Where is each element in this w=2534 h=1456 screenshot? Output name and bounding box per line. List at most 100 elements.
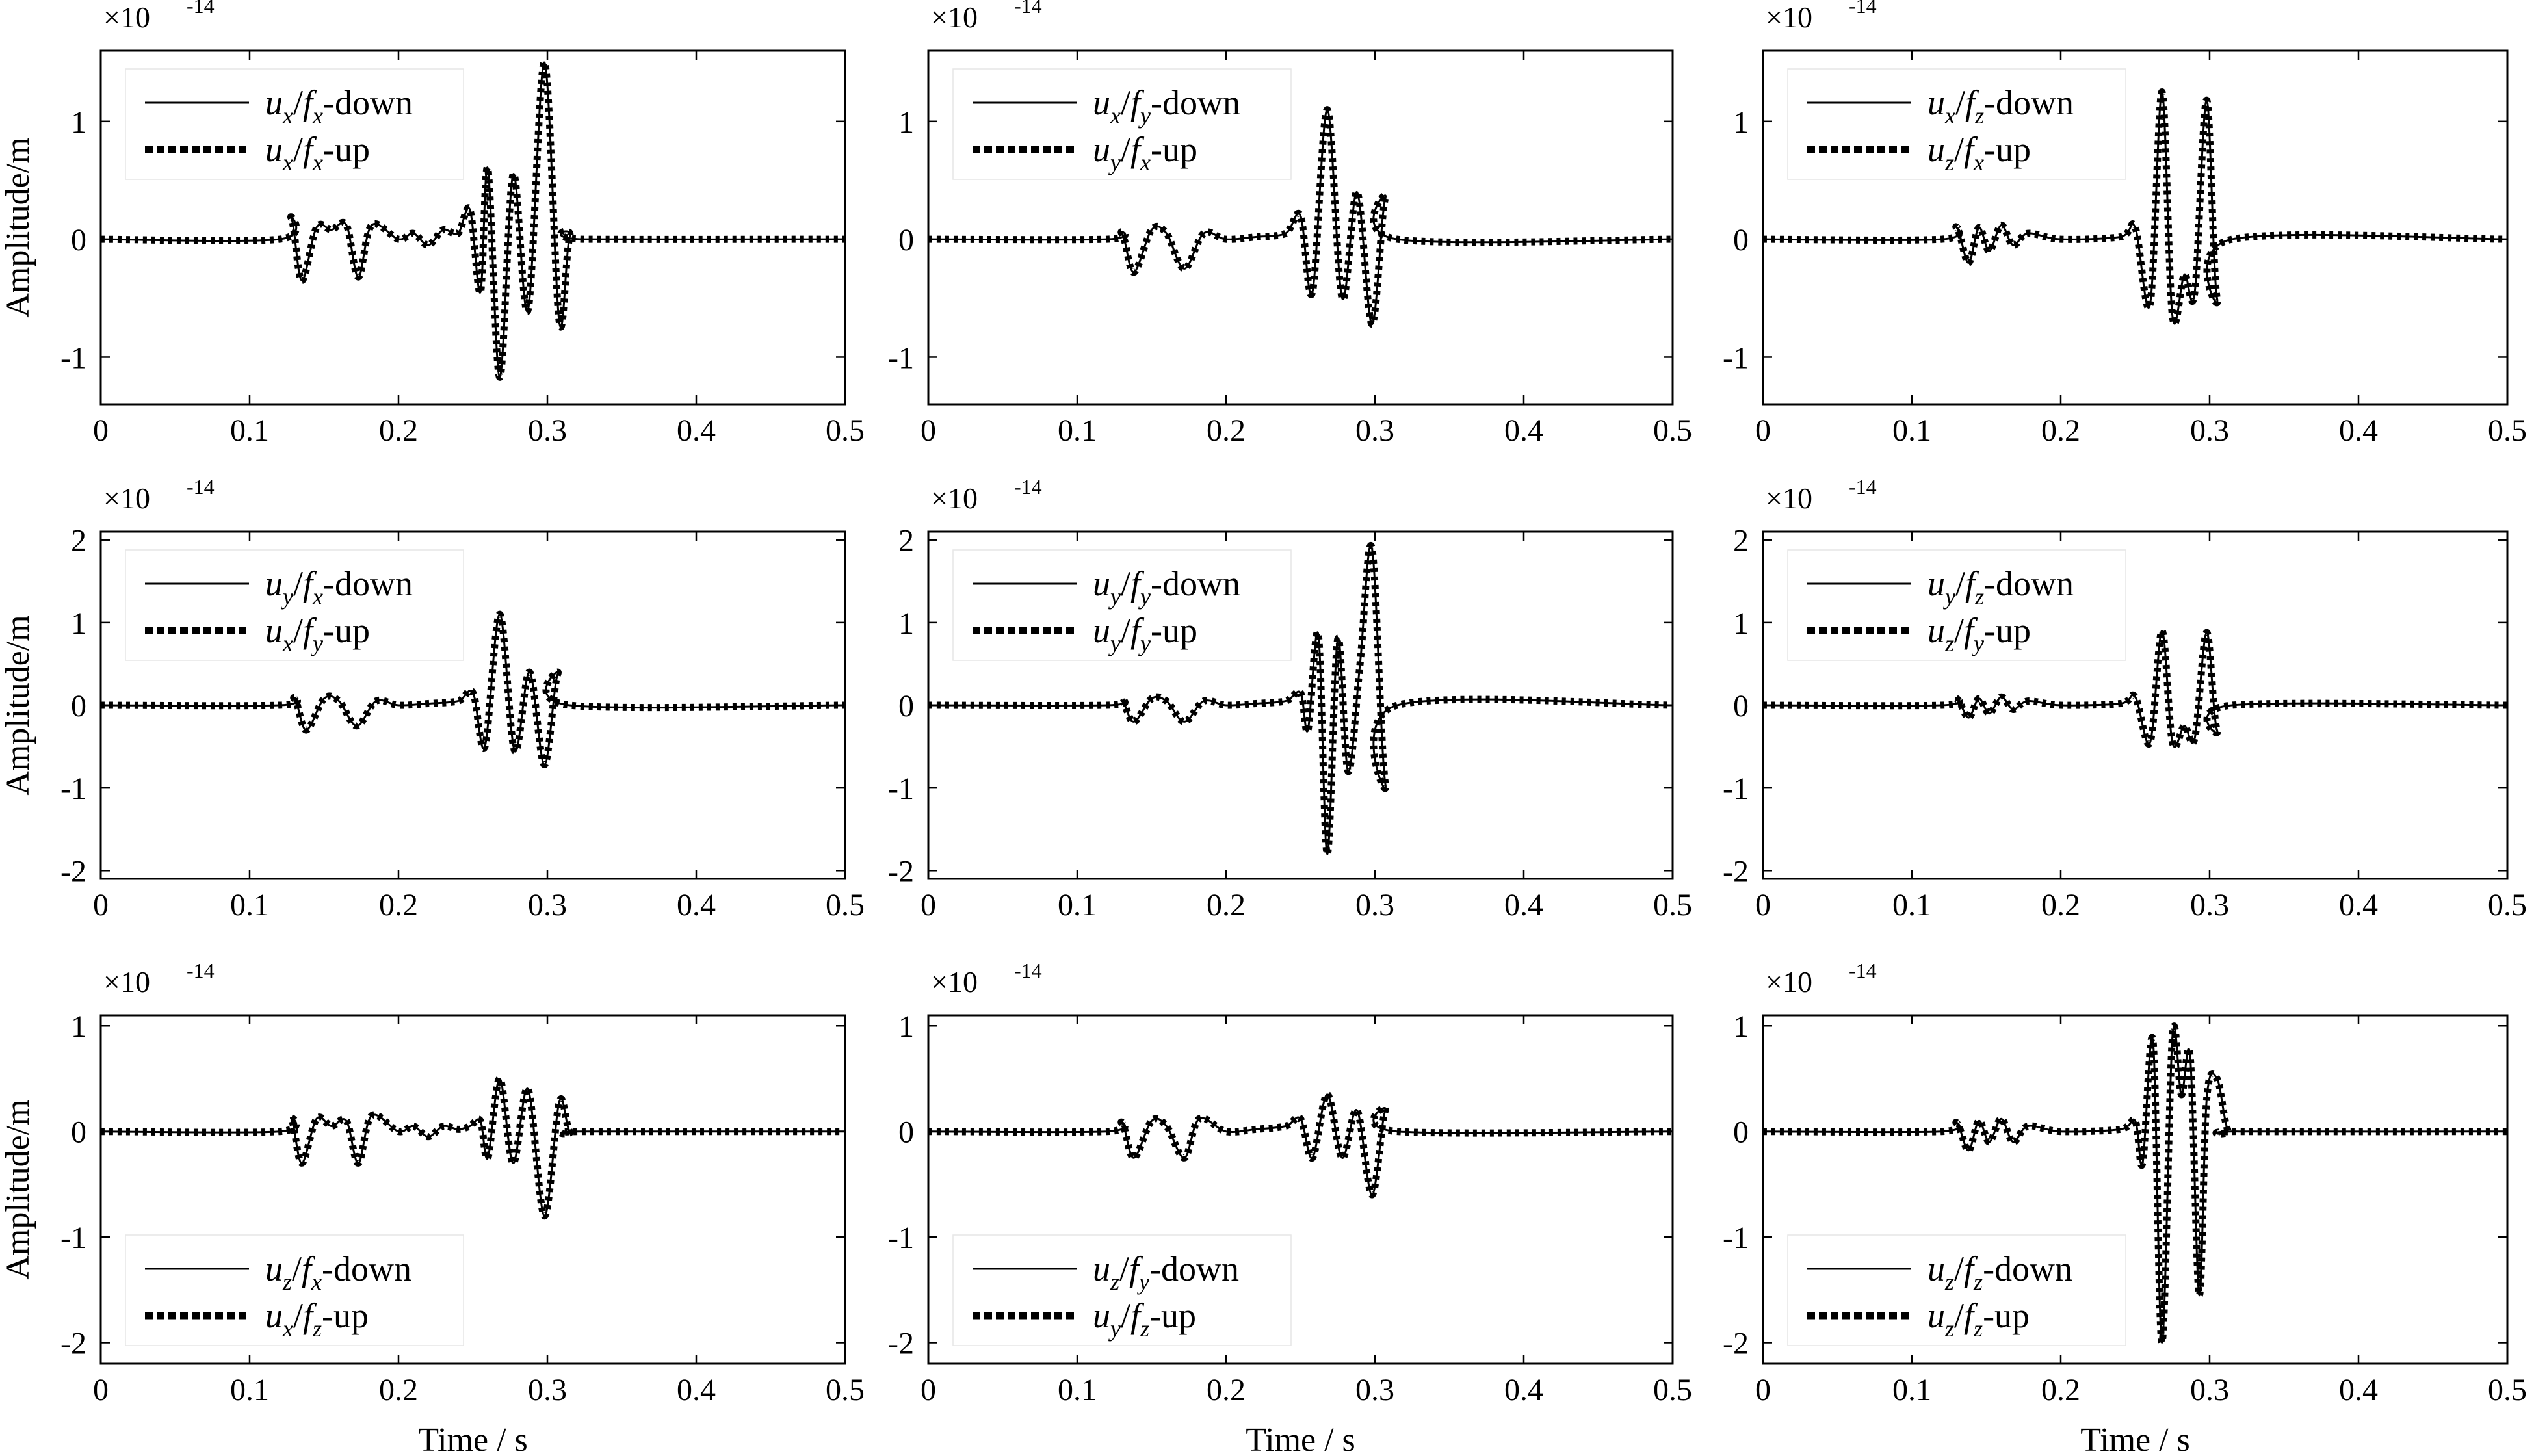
x-tick-label: 0 bbox=[921, 413, 936, 448]
y-tick-label: -1 bbox=[1723, 1221, 1749, 1255]
x-tick-label: 0.4 bbox=[677, 1373, 716, 1407]
series-down-line bbox=[101, 1077, 845, 1217]
x-tick-label: 0.4 bbox=[2339, 1373, 2378, 1407]
y-tick-label: -1 bbox=[60, 341, 86, 375]
panel-5: 0 0.1 0.2 0.3 0.4 0.5 -2 -1 0 1 2 ×10 -14 uy/fy-downu… bbox=[888, 475, 1692, 922]
axes-frame bbox=[1762, 49, 2509, 406]
series-up-line bbox=[1763, 1022, 2507, 1347]
x-axis-label: Time / s bbox=[418, 1422, 528, 1456]
axis-multiplier: ×10 bbox=[103, 1, 150, 34]
axes-frame bbox=[1762, 1014, 2509, 1365]
panel-4: 0 0.1 0.2 0.3 0.4 0.5 -2 -1 0 1 2 ×10 -14 Amplitude/m… bbox=[0, 475, 865, 922]
axis-multiplier-exponent: -14 bbox=[1014, 475, 1042, 499]
y-tick-label: 1 bbox=[1733, 105, 1749, 140]
y-tick-label: 1 bbox=[71, 105, 86, 140]
x-tick-label: 0.5 bbox=[1653, 1373, 1692, 1407]
legend-box bbox=[952, 1234, 1292, 1346]
x-tick-label: 0.3 bbox=[2190, 413, 2229, 448]
series-up-line bbox=[101, 1074, 845, 1220]
x-tick-label: 0.3 bbox=[1355, 1373, 1394, 1407]
series-up-line bbox=[1763, 627, 2507, 751]
panel-7: 0 0.1 0.2 0.3 0.4 0.5 -2 -1 0 1 ×10 -14 Amplitude/m T… bbox=[0, 959, 865, 1456]
y-axis-label: Amplitude/m bbox=[0, 137, 36, 317]
axis-multiplier: ×10 bbox=[1766, 1, 1812, 34]
x-tick-label: 0.4 bbox=[1504, 888, 1543, 922]
y-tick-label: 0 bbox=[898, 689, 914, 723]
x-tick-label: 0 bbox=[1755, 413, 1771, 448]
y-tick-label: 0 bbox=[71, 689, 86, 723]
x-tick-label: 0.3 bbox=[528, 1373, 567, 1407]
x-tick-label: 0.1 bbox=[1892, 1373, 1931, 1407]
x-tick-label: 0.1 bbox=[1892, 888, 1931, 922]
axes-frame bbox=[99, 1014, 846, 1365]
y-tick-label: -1 bbox=[888, 772, 914, 806]
x-tick-label: 0.4 bbox=[2339, 413, 2378, 448]
panel-3: 0 0.1 0.2 0.3 0.4 0.5-101×10 -14ux/fz-downuz/f… bbox=[1723, 0, 2527, 448]
legend-label: uy/fz-down bbox=[1927, 564, 2074, 610]
legend-label: uy/fx-up bbox=[1093, 130, 1197, 176]
y-tick-label: -1 bbox=[888, 1221, 914, 1255]
x-tick-label: 0.4 bbox=[2339, 888, 2378, 922]
x-tick-label: 0.1 bbox=[230, 888, 269, 922]
x-axis-label: Time / s bbox=[1246, 1422, 1355, 1456]
axes-frame bbox=[99, 49, 846, 406]
y-tick-label: 0 bbox=[1733, 689, 1749, 723]
legend-label: uz/fx-down bbox=[265, 1249, 411, 1295]
legend-label: ux/fy-up bbox=[265, 611, 370, 656]
legend-label: ux/fy-down bbox=[1093, 83, 1240, 129]
y-tick-label: -2 bbox=[1723, 1327, 1749, 1361]
axes-frame bbox=[927, 49, 1674, 406]
y-tick-label: -1 bbox=[60, 772, 86, 806]
x-tick-label: 0.5 bbox=[1653, 413, 1692, 448]
axis-multiplier-exponent: -14 bbox=[1014, 0, 1042, 18]
y-tick-label: 1 bbox=[898, 606, 914, 641]
x-tick-label: 0.2 bbox=[1207, 1373, 1246, 1407]
y-tick-label: 0 bbox=[71, 223, 86, 257]
x-tick-label: 0.3 bbox=[1355, 888, 1394, 922]
x-tick-label: 0.2 bbox=[2041, 1373, 2080, 1407]
y-tick-label: 1 bbox=[898, 105, 914, 140]
axis-multiplier: ×10 bbox=[931, 965, 978, 998]
y-tick-label: -2 bbox=[60, 1327, 86, 1361]
y-tick-label: 2 bbox=[898, 524, 914, 558]
legend-label: uy/fy-down bbox=[1093, 564, 1240, 610]
legend-label: ux/fx-down bbox=[265, 83, 413, 129]
axis-multiplier: ×10 bbox=[931, 482, 978, 515]
axis-multiplier: ×10 bbox=[103, 482, 150, 515]
x-tick-label: 0.3 bbox=[2190, 1373, 2229, 1407]
x-tick-label: 0.4 bbox=[1504, 1373, 1543, 1407]
x-tick-label: 0.2 bbox=[379, 1373, 418, 1407]
y-tick-label: 0 bbox=[898, 223, 914, 257]
y-tick-label: -2 bbox=[60, 854, 86, 889]
legend-label: uz/fx-up bbox=[1927, 130, 2031, 176]
series-up-line bbox=[1763, 88, 2507, 328]
legend-box bbox=[125, 68, 464, 180]
x-tick-label: 0.5 bbox=[826, 888, 865, 922]
x-tick-label: 0 bbox=[1755, 888, 1771, 922]
series-up-line bbox=[101, 58, 845, 381]
y-tick-label: -1 bbox=[888, 341, 914, 375]
x-tick-label: 0 bbox=[921, 1373, 936, 1407]
axis-multiplier: ×10 bbox=[1766, 965, 1812, 998]
x-tick-label: 0 bbox=[93, 888, 109, 922]
x-tick-label: 0.5 bbox=[1653, 888, 1692, 922]
x-tick-label: 0.4 bbox=[1504, 413, 1543, 448]
x-tick-label: 0.2 bbox=[2041, 888, 2080, 922]
y-tick-label: 1 bbox=[1733, 1009, 1749, 1044]
y-tick-label: -1 bbox=[60, 1221, 86, 1255]
legend-label: uz/fz-up bbox=[1927, 1296, 2030, 1342]
x-tick-label: 0.3 bbox=[2190, 888, 2229, 922]
x-tick-label: 0.2 bbox=[2041, 413, 2080, 448]
panel-9: 0 0.1 0.2 0.3 0.4 0.5 -2 -1 0 1 ×10 -14 Time / s uz/f… bbox=[1723, 959, 2527, 1456]
x-tick-label: 0.3 bbox=[1355, 413, 1394, 448]
x-tick-label: 0.5 bbox=[2488, 413, 2527, 448]
legend-box bbox=[952, 68, 1292, 180]
legend-box bbox=[1787, 1234, 2126, 1346]
x-tick-label: 0.5 bbox=[826, 1373, 865, 1407]
x-tick-label: 0.2 bbox=[1207, 888, 1246, 922]
y-tick-label: 1 bbox=[71, 606, 86, 641]
panel-2: 0 0.1 0.2 0.3 0.4 0.5 -1 0 1 ×10 -14 ux/fy-downuy/f… bbox=[888, 0, 1692, 448]
y-axis-label: Amplitude/m bbox=[0, 1099, 36, 1279]
y-tick-label: 0 bbox=[898, 1115, 914, 1150]
